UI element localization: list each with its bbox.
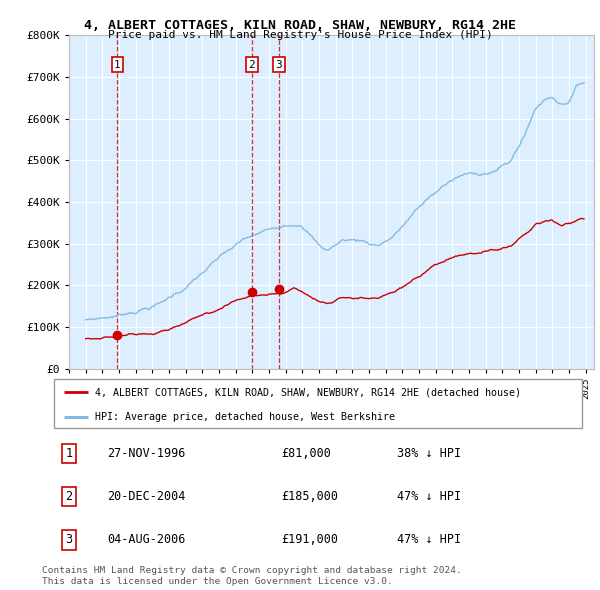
Text: 27-NOV-1996: 27-NOV-1996 (107, 447, 185, 460)
Text: 3: 3 (275, 60, 282, 70)
Text: 47% ↓ HPI: 47% ↓ HPI (397, 533, 461, 546)
Text: £81,000: £81,000 (281, 447, 331, 460)
Text: This data is licensed under the Open Government Licence v3.0.: This data is licensed under the Open Gov… (42, 577, 393, 586)
Text: 20-DEC-2004: 20-DEC-2004 (107, 490, 185, 503)
Text: 47% ↓ HPI: 47% ↓ HPI (397, 490, 461, 503)
Text: 38% ↓ HPI: 38% ↓ HPI (397, 447, 461, 460)
Text: 4, ALBERT COTTAGES, KILN ROAD, SHAW, NEWBURY, RG14 2HE (detached house): 4, ALBERT COTTAGES, KILN ROAD, SHAW, NEW… (95, 388, 521, 398)
Text: 4, ALBERT COTTAGES, KILN ROAD, SHAW, NEWBURY, RG14 2HE: 4, ALBERT COTTAGES, KILN ROAD, SHAW, NEW… (84, 19, 516, 32)
Text: Contains HM Land Registry data © Crown copyright and database right 2024.: Contains HM Land Registry data © Crown c… (42, 566, 462, 575)
Text: £191,000: £191,000 (281, 533, 338, 546)
Text: 2: 2 (65, 490, 73, 503)
Text: HPI: Average price, detached house, West Berkshire: HPI: Average price, detached house, West… (95, 412, 395, 422)
Text: £185,000: £185,000 (281, 490, 338, 503)
Text: 1: 1 (65, 447, 73, 460)
Text: 2: 2 (248, 60, 255, 70)
Text: 1: 1 (114, 60, 121, 70)
Text: 3: 3 (65, 533, 73, 546)
Text: 04-AUG-2006: 04-AUG-2006 (107, 533, 185, 546)
Text: Price paid vs. HM Land Registry's House Price Index (HPI): Price paid vs. HM Land Registry's House … (107, 30, 493, 40)
